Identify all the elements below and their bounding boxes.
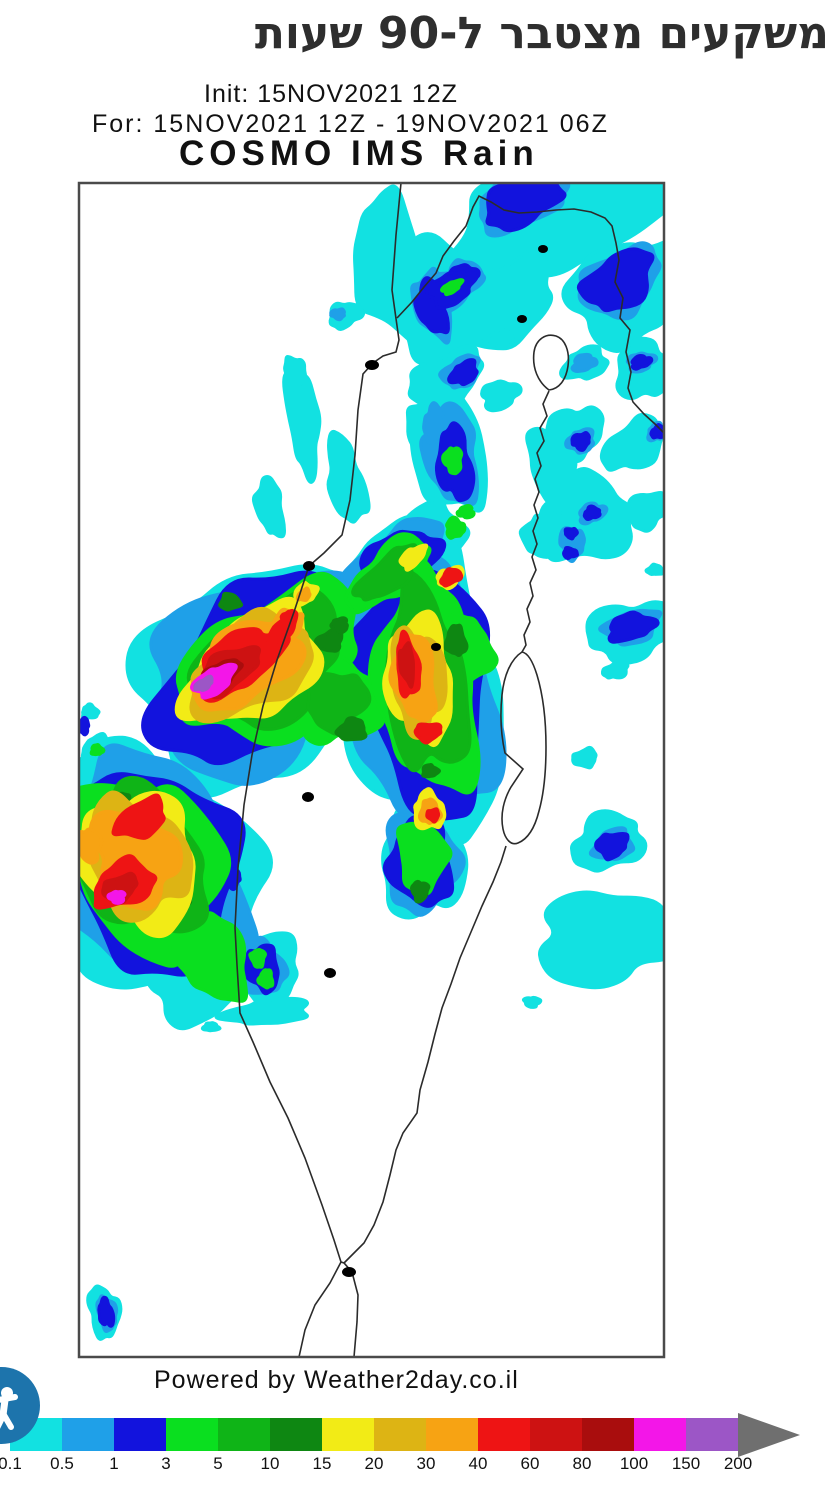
legend-cell-10 [270,1418,322,1451]
city-dot [517,315,527,323]
legend-label-0.1: 0.1 [0,1454,22,1473]
legend-color-bar [10,1412,800,1457]
map-frame [77,181,666,1359]
accessibility-widget-icon[interactable] [0,1367,40,1444]
footer-credit: Powered by Weather2day.co.il [154,1366,519,1394]
legend-label-5: 5 [213,1454,223,1473]
legend-label-80: 80 [572,1454,592,1473]
legend-arrow-icon [738,1412,800,1457]
city-dot [303,561,315,571]
legend-label-100: 100 [619,1454,649,1473]
legend-label-200: 200 [723,1454,753,1473]
legend-label-15: 15 [312,1454,332,1473]
city-dot [538,245,548,253]
jordan-river [521,390,550,653]
legend-cell-100 [634,1418,686,1451]
legend-label-0.5: 0.5 [50,1454,74,1473]
legend-label-30: 30 [416,1454,436,1473]
legend-label-10: 10 [260,1454,280,1473]
legend-cell-3 [166,1418,218,1451]
legend-cell-0.5 [62,1418,114,1451]
city-dot [302,792,314,802]
city-dot [431,643,441,651]
sea-of-galilee-outline [532,334,570,391]
gulf-of-aqaba-east-shore [340,1261,359,1356]
legend-cell-5 [218,1418,270,1451]
legend-label-3: 3 [161,1454,171,1473]
dead-sea-outline [500,651,547,845]
legend-cell-80 [582,1418,634,1451]
legend-labels: 0.1 0.5 1 3 5 10 15 20 30 40 60 80 100 150 200 [0,1454,810,1478]
precipitation-field [80,184,663,1341]
legend-cell-15 [322,1418,374,1451]
legend-cell-150 [686,1418,738,1451]
city-dot [365,360,379,370]
precip-layer-150mm [193,674,214,692]
northern-borders [396,194,663,434]
legend-cell-60 [530,1418,582,1451]
legend-cell-20 [374,1418,426,1451]
legend-label-20: 20 [364,1454,384,1473]
geography-borders [234,184,663,1356]
accessibility-person-icon [0,1387,18,1430]
city-dot [342,1267,356,1277]
legend-label-60: 60 [520,1454,540,1473]
init-time-label: Init: 15NOV2021 12Z [204,80,458,108]
model-title: COSMO IMS Rain [179,134,539,173]
coastline [234,184,402,1356]
legend-cell-30 [426,1418,478,1451]
jordan-border [343,845,507,1264]
legend-label-40: 40 [468,1454,488,1473]
forecast-range-label: For: 15NOV2021 12Z - 19NOV2021 06Z [92,110,609,138]
page-title-hebrew: משקעים מצטבר ל-90 שעות [254,8,829,59]
legend-cell-1 [114,1418,166,1451]
legend-label-1: 1 [109,1454,119,1473]
city-dot [324,968,336,978]
legend-cell-40 [478,1418,530,1451]
city-dots [302,245,548,1277]
legend-label-150: 150 [671,1454,701,1473]
